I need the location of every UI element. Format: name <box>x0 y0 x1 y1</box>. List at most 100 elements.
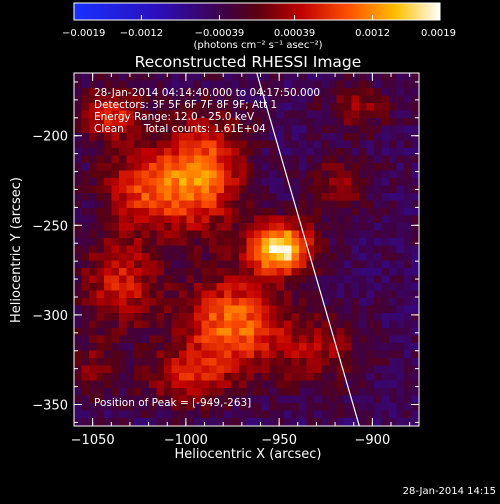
heatmap-cell <box>164 358 173 367</box>
heatmap-cell <box>119 253 128 262</box>
heatmap-cell <box>359 260 368 269</box>
heatmap-cell <box>89 253 98 262</box>
heatmap-cell <box>254 245 263 254</box>
heatmap-cell <box>186 418 195 426</box>
heatmap-cell <box>134 245 143 254</box>
heatmap-cell <box>396 395 405 404</box>
heatmap-cell <box>276 275 285 284</box>
heatmap-cell <box>404 155 413 164</box>
heatmap-cell <box>126 275 135 284</box>
heatmap-cell <box>396 80 405 89</box>
heatmap-cell <box>329 200 338 209</box>
heatmap-cell <box>284 343 293 352</box>
heatmap-cell <box>306 215 315 224</box>
heatmap-cell <box>239 365 248 374</box>
heatmap-cell <box>96 193 105 202</box>
heatmap-cell <box>381 313 390 322</box>
heatmap-cell <box>314 170 323 179</box>
heatmap-cell <box>366 230 375 239</box>
heatmap-cell <box>119 403 128 412</box>
heatmap-cell <box>284 395 293 404</box>
heatmap-cell <box>216 200 225 209</box>
heatmap-cell <box>299 103 308 112</box>
heatmap-cell <box>284 125 293 134</box>
heatmap-cell <box>389 103 398 112</box>
heatmap-cell <box>216 253 225 262</box>
heatmap-cell <box>96 365 105 374</box>
heatmap-cell <box>246 313 255 322</box>
heatmap-cell <box>119 230 128 239</box>
heatmap-cell <box>359 305 368 314</box>
heatmap-cell <box>359 343 368 352</box>
heatmap-cell <box>81 290 90 299</box>
heatmap-cell <box>209 80 218 89</box>
heatmap-cell <box>194 215 203 224</box>
heatmap-cell <box>374 320 383 329</box>
heatmap-cell <box>156 193 165 202</box>
heatmap-cell <box>291 193 300 202</box>
heatmap-cell <box>126 103 135 112</box>
heatmap-cell <box>239 418 248 426</box>
heatmap-cell <box>411 208 419 217</box>
heatmap-cell <box>74 373 83 382</box>
heatmap-cell <box>134 88 143 97</box>
heatmap-cell <box>239 275 248 284</box>
heatmap-cell <box>254 223 263 232</box>
heatmap-cell <box>186 395 195 404</box>
heatmap-cell <box>366 155 375 164</box>
heatmap-cell <box>374 230 383 239</box>
heatmap-cell <box>359 95 368 104</box>
heatmap-cell <box>126 403 135 412</box>
heatmap-cell <box>396 245 405 254</box>
heatmap-cell <box>156 350 165 359</box>
heatmap-cell <box>381 193 390 202</box>
heatmap-cell <box>299 223 308 232</box>
heatmap-cell <box>164 403 173 412</box>
heatmap-cell <box>81 283 90 292</box>
heatmap-cell <box>156 133 165 142</box>
heatmap-cell <box>231 200 240 209</box>
heatmap-cell <box>209 215 218 224</box>
heatmap-cell <box>224 200 233 209</box>
heatmap-cell <box>411 238 419 247</box>
heatmap-cell <box>216 275 225 284</box>
heatmap-cell <box>126 125 135 134</box>
heatmap-cell <box>366 110 375 119</box>
heatmap-cell <box>291 410 300 419</box>
heatmap-cell <box>134 193 143 202</box>
heatmap-cell <box>411 133 419 142</box>
heatmap-cell <box>306 275 315 284</box>
heatmap-cell <box>336 110 345 119</box>
heatmap-cell <box>111 245 120 254</box>
heatmap-cell <box>216 260 225 269</box>
heatmap-cell <box>224 395 233 404</box>
heatmap-cell <box>194 395 203 404</box>
heatmap-cell <box>239 260 248 269</box>
heatmap-cell <box>119 200 128 209</box>
heatmap-cell <box>81 350 90 359</box>
heatmap-cell <box>299 290 308 299</box>
heatmap-cell <box>239 320 248 329</box>
heatmap-cell <box>306 335 315 344</box>
heatmap-cell <box>366 185 375 194</box>
heatmap-cell <box>179 110 188 119</box>
heatmap-cell <box>389 178 398 187</box>
heatmap-cell <box>291 208 300 217</box>
heatmap-cell <box>141 148 150 157</box>
heatmap-cell <box>261 253 270 262</box>
heatmap-cell <box>111 185 120 194</box>
heatmap-cell <box>89 350 98 359</box>
heatmap-cell <box>396 403 405 412</box>
heatmap-cell <box>186 208 195 217</box>
heatmap-cell <box>179 395 188 404</box>
heatmap-cell <box>201 253 210 262</box>
heatmap-cell <box>231 328 240 337</box>
heatmap-cell <box>321 155 330 164</box>
heatmap-cell <box>224 313 233 322</box>
heatmap-cell <box>119 298 128 307</box>
heatmap-cell <box>179 125 188 134</box>
heatmap-cell <box>389 373 398 382</box>
heatmap-cell <box>119 283 128 292</box>
heatmap-cell <box>404 395 413 404</box>
heatmap-cell <box>291 365 300 374</box>
